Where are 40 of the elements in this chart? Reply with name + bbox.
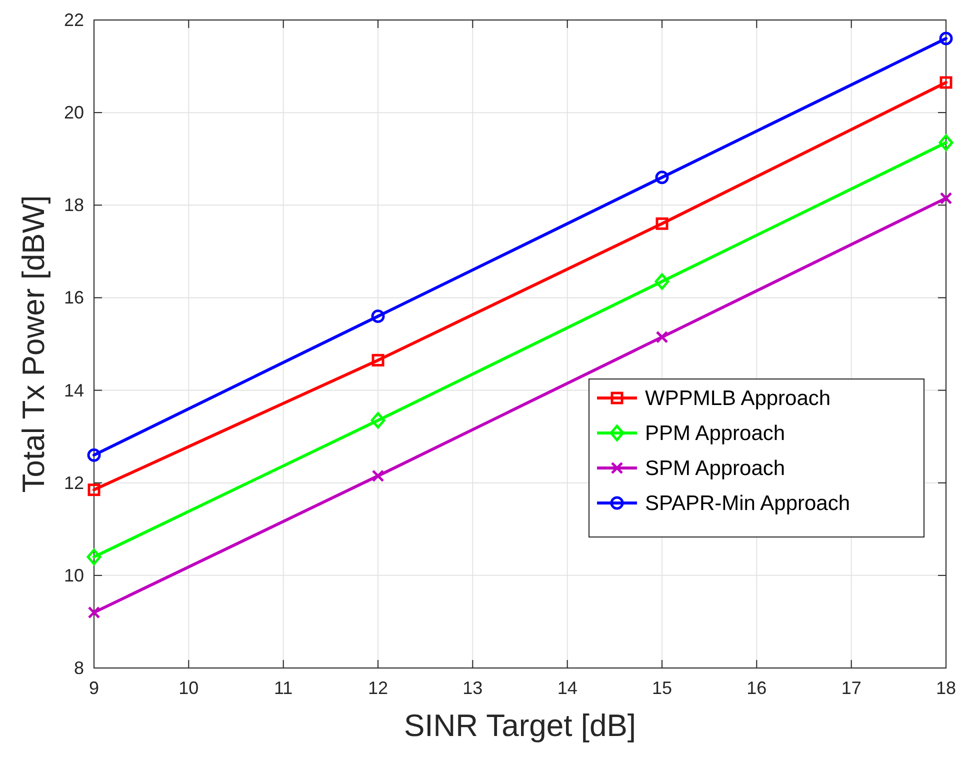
legend-label: SPAPR-Min Approach [645,492,850,515]
y-tick-label: 16 [64,288,84,308]
point [656,330,668,344]
x-tick-label: 13 [462,678,483,698]
point [938,134,954,151]
legend-label: WPPMLB Approach [645,387,831,410]
y-tick-label: 8 [74,658,84,678]
point [372,354,384,366]
y-tick-label: 20 [64,102,84,123]
point [940,76,952,89]
y-tick-label: 10 [64,565,84,586]
x-tick-label: 18 [936,678,956,698]
point [939,32,953,46]
point [654,273,670,290]
x-tick-label: 16 [746,678,767,698]
x-tick-label: 17 [841,678,862,698]
legend-label: SPM Approach [645,457,786,480]
x-tick-label: 12 [368,678,388,698]
x-axis-title: SINR Target [dB] [404,708,636,743]
x-tick-label: 14 [557,678,578,698]
point [88,484,100,496]
point [371,309,385,323]
point [655,170,669,184]
legend-label: PPM Approach [645,422,786,445]
point [86,548,102,566]
point [88,606,100,619]
x-tick-label: 11 [274,678,293,698]
point [656,217,668,230]
y-tick-label: 12 [64,472,84,493]
y-tick-label: 14 [64,380,84,400]
point [87,448,101,462]
y-tick-label: 22 [64,10,84,30]
x-tick-label: 15 [652,678,672,698]
x-tick-label: 9 [88,678,100,698]
y-axis-title: Total Tx Power [dBW] [16,195,51,493]
point [372,470,384,482]
point [940,192,952,204]
x-tick-label: 10 [178,678,199,698]
y-tick-label: 18 [64,195,84,216]
point [370,412,386,429]
